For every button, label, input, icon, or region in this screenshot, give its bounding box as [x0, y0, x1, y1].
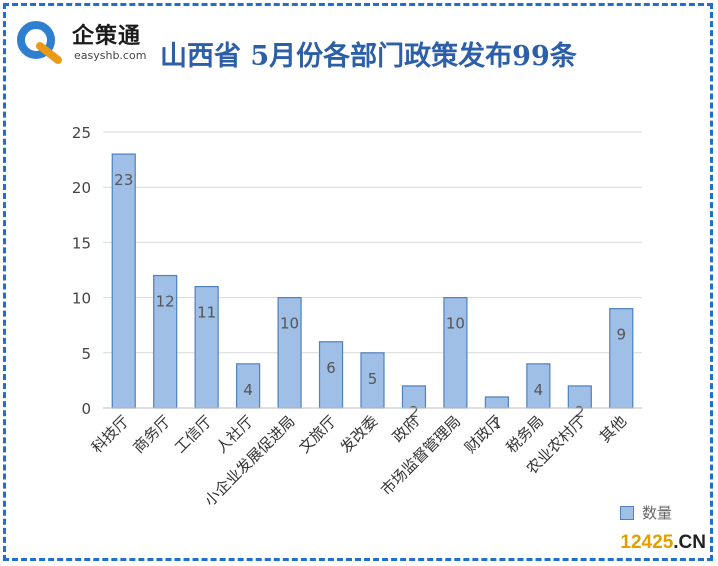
logo-domain: easyshb.com — [74, 49, 147, 62]
data-label: 11 — [197, 304, 216, 322]
page-border — [3, 3, 713, 561]
x-tick-label: 财政厅 — [461, 412, 506, 457]
y-tick-label: 10 — [72, 290, 91, 308]
data-label: 4 — [243, 381, 253, 399]
watermark: 12425.CN — [620, 532, 706, 554]
x-tick-label: 工信厅 — [171, 412, 216, 457]
logo-q-icon — [17, 21, 62, 64]
x-tick-label: 文旅厅 — [295, 412, 340, 457]
y-tick-label: 0 — [81, 400, 91, 418]
data-label: 6 — [326, 359, 336, 377]
watermark-suffix: .CN — [673, 532, 706, 553]
bar — [484, 396, 509, 409]
data-label: 1 — [492, 414, 502, 432]
y-tick-label: 25 — [72, 124, 91, 142]
logo: 企策通 easyshb.com — [14, 16, 164, 68]
x-tick-label: 发改委 — [337, 412, 382, 457]
y-tick-label: 20 — [72, 179, 91, 197]
data-label: 9 — [616, 326, 626, 344]
legend-swatch — [620, 505, 634, 520]
data-label: 2 — [409, 403, 419, 421]
bar — [609, 308, 634, 409]
watermark-number: 12425 — [620, 532, 674, 553]
x-tick-label: 其他 — [596, 412, 630, 446]
x-tick-label: 商务厅 — [129, 412, 174, 457]
y-tick-label: 15 — [72, 234, 91, 252]
logo-name: 企策通 — [72, 24, 142, 49]
data-label: 12 — [156, 293, 175, 311]
data-label: 2 — [575, 403, 585, 421]
data-label: 23 — [114, 171, 133, 189]
data-label: 5 — [368, 370, 378, 388]
bar — [111, 153, 136, 409]
chart-title: 山西省 5月份各部门政策发布99条 — [160, 41, 577, 72]
y-tick-label: 5 — [81, 345, 91, 363]
x-tick-label: 科技厅 — [88, 412, 133, 457]
data-label: 10 — [446, 315, 465, 333]
legend: 数量 — [620, 502, 672, 523]
data-label: 10 — [280, 315, 299, 333]
legend-label: 数量 — [642, 504, 673, 522]
data-label: 4 — [534, 381, 544, 399]
